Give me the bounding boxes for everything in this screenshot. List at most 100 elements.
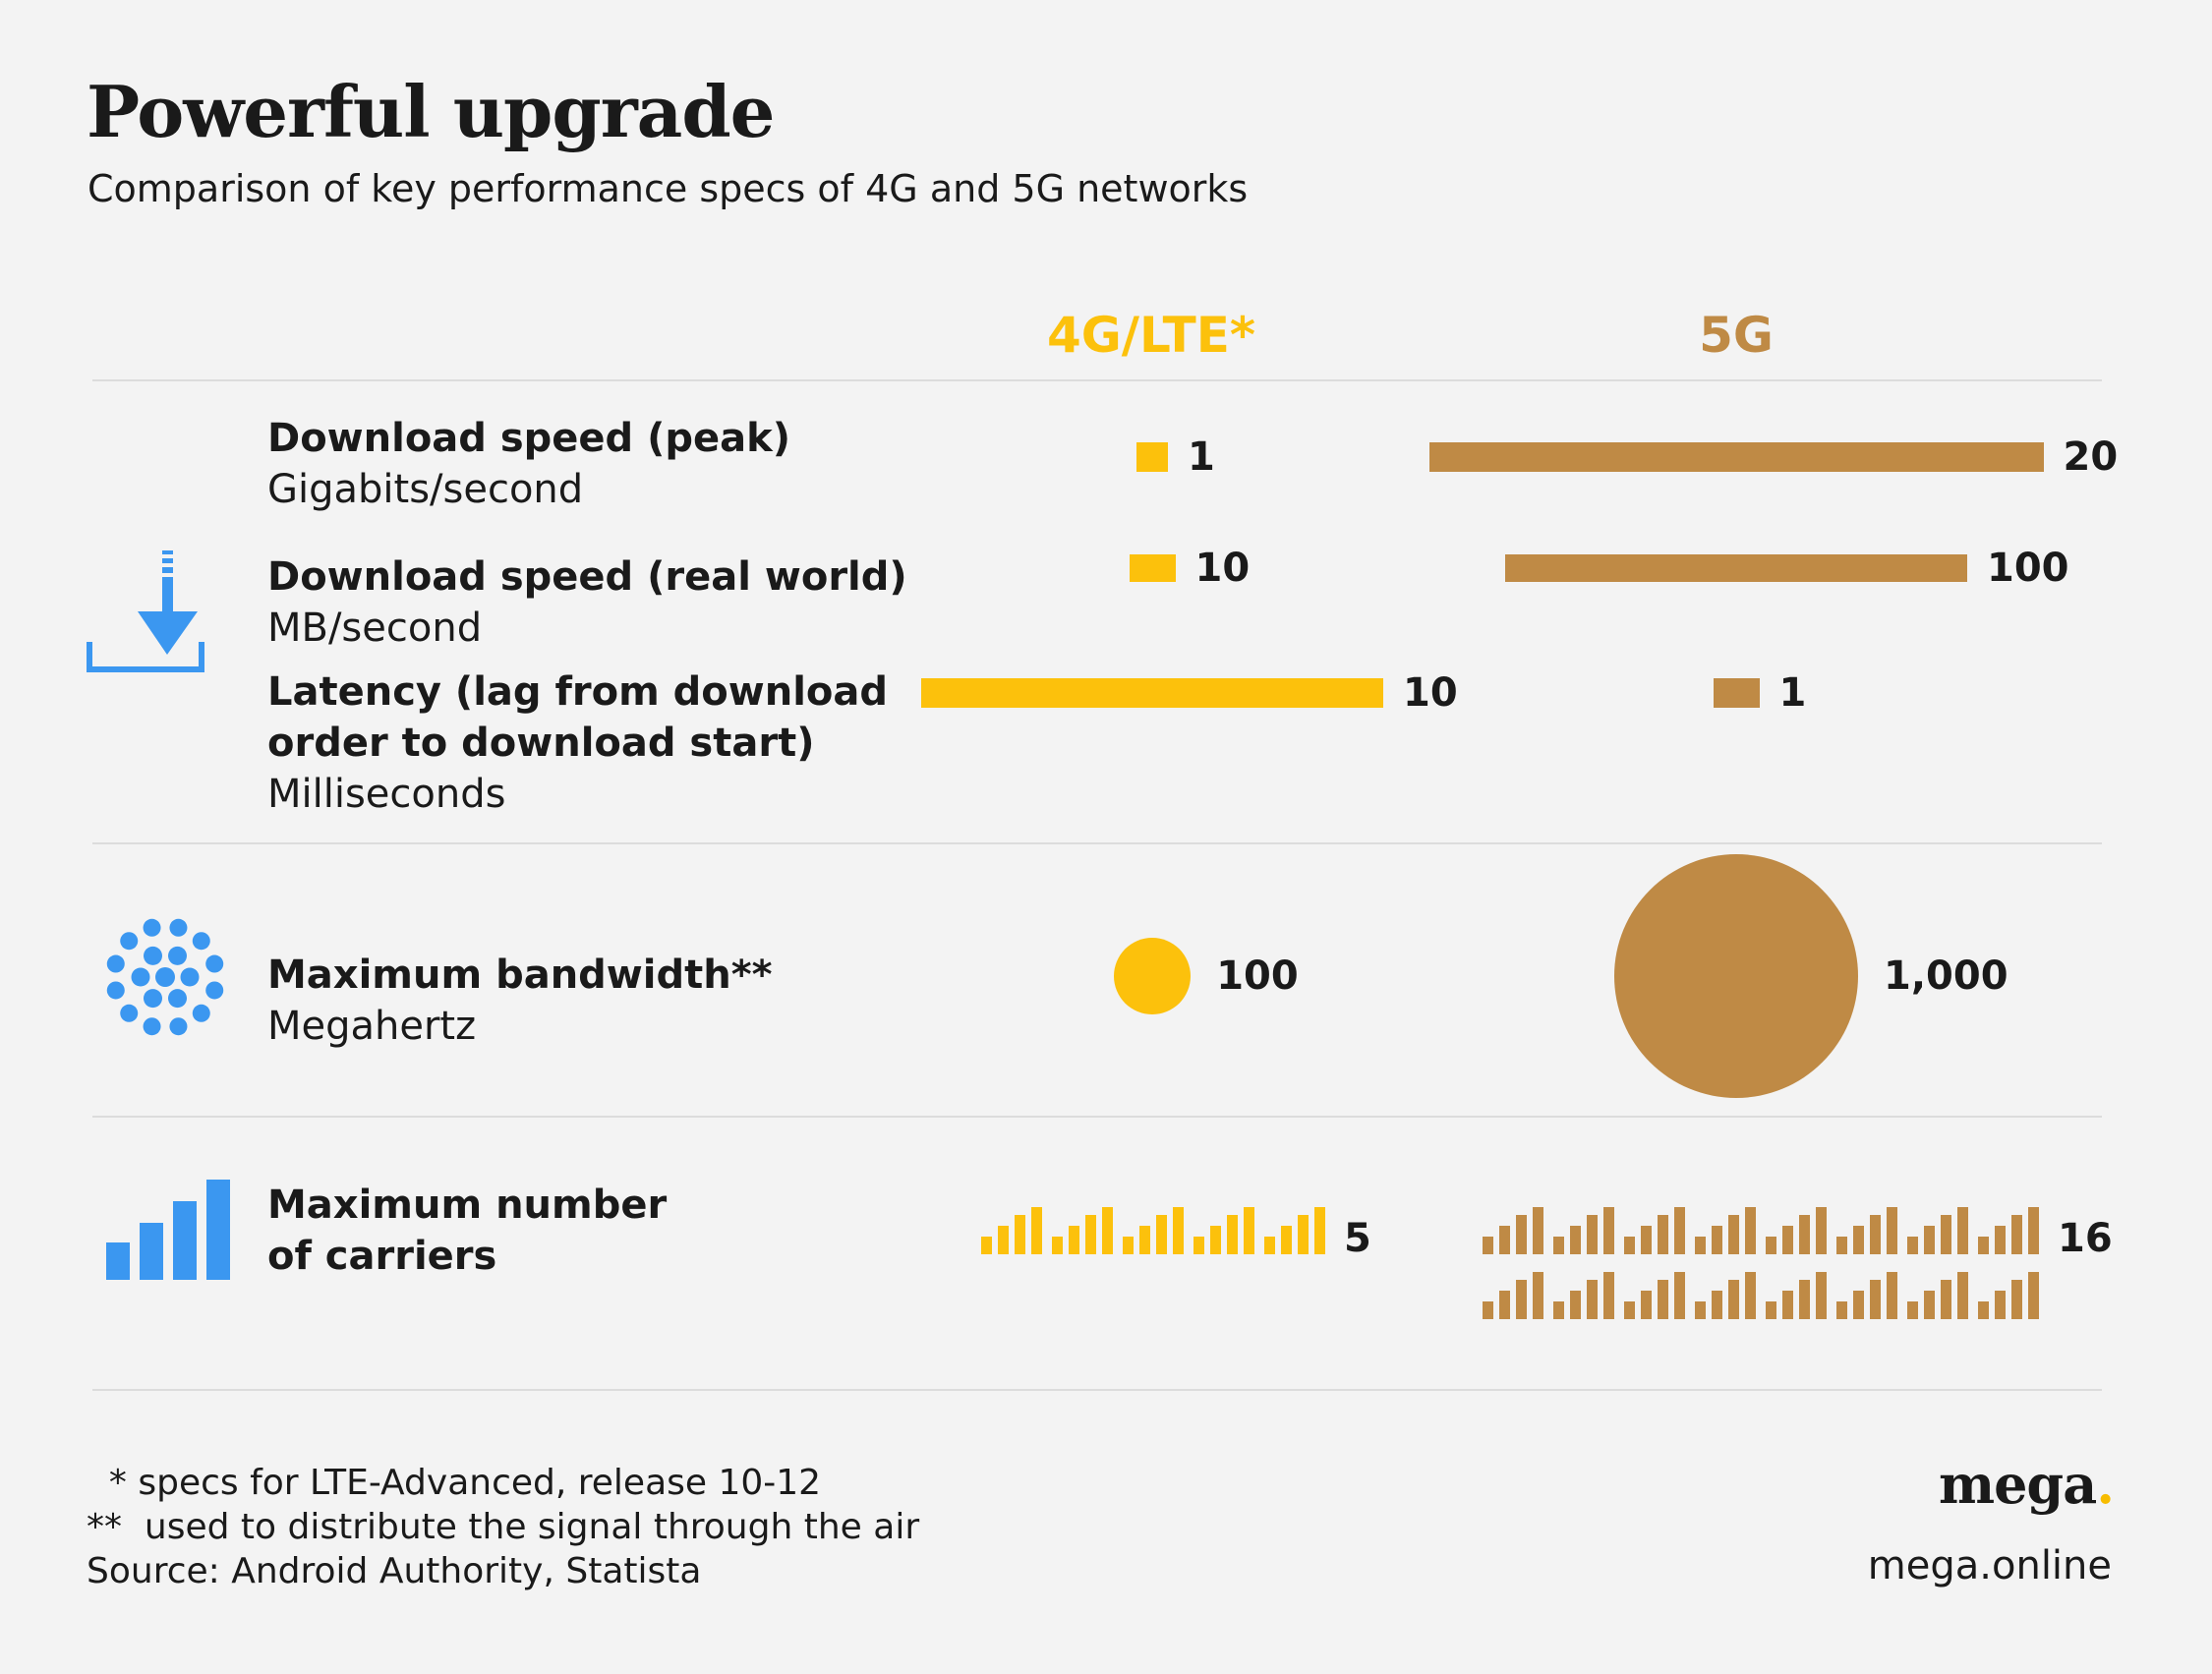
carrier-signal-bar	[1924, 1291, 1935, 1319]
carrier-signal-bar	[1887, 1207, 1897, 1254]
carrier-5g-8	[1978, 1207, 2040, 1254]
carrier-signal-bar	[1499, 1226, 1510, 1254]
carrier-signal-bar	[1123, 1237, 1134, 1254]
carrier-signal-bar	[1728, 1280, 1739, 1319]
carrier-signal-bar	[1281, 1226, 1292, 1254]
carrier-signal-bar	[1853, 1226, 1864, 1254]
circle-bandwidth-4g	[1113, 937, 1192, 1015]
carrier-4g-2	[1052, 1207, 1114, 1254]
label-download-peak: Download speed (peak) Gigabits/second	[267, 416, 791, 512]
signal-bars-icon	[106, 1180, 230, 1280]
carrier-signal-bar	[1156, 1215, 1167, 1254]
carrier-5g-16	[1978, 1272, 2040, 1319]
label-latency: Latency (lag from download order to down…	[267, 669, 889, 817]
carrier-signal-bar	[1766, 1301, 1776, 1319]
label-download-real: Download speed (real world) MB/second	[267, 554, 907, 651]
carrier-signal-bar	[1674, 1207, 1685, 1254]
carrier-signal-bar	[1745, 1207, 1756, 1254]
footnote-lte: * specs for LTE-Advanced, release 10-12	[87, 1463, 822, 1503]
dot	[155, 967, 175, 987]
carrier-5g-10	[1553, 1272, 1615, 1319]
divider-speed	[92, 842, 2102, 844]
carrier-signal-bar	[1941, 1215, 1951, 1254]
value-bandwidth-5g: 1,000	[1884, 953, 2008, 999]
carrier-signal-bar	[1173, 1207, 1184, 1254]
carrier-signal-bar	[1516, 1215, 1527, 1254]
column-header-5g: 5G	[1699, 307, 1774, 364]
carrier-signal-bar	[1907, 1301, 1918, 1319]
carrier-signal-bar	[1587, 1215, 1598, 1254]
carrier-signal-bar	[981, 1237, 992, 1254]
carrier-signal-bar	[1298, 1215, 1309, 1254]
dot	[106, 954, 125, 973]
carrier-signal-bar	[1816, 1272, 1827, 1319]
carrier-signal-bar	[1587, 1280, 1598, 1319]
dot	[192, 932, 210, 951]
carrier-signal-bar	[1553, 1237, 1564, 1254]
carrier-signal-bar	[1314, 1207, 1325, 1254]
carrier-signal-bar	[1695, 1237, 1706, 1254]
carrier-signal-bar	[1624, 1301, 1635, 1319]
dot	[205, 981, 224, 1000]
carrier-4g-3	[1123, 1207, 1185, 1254]
dot	[180, 967, 200, 987]
carrier-signal-bar	[1516, 1280, 1527, 1319]
dot	[120, 1004, 139, 1022]
value-download-real-4g: 10	[1194, 546, 1251, 591]
carrier-signal-bar	[1570, 1226, 1581, 1254]
value-download-peak-5g: 20	[2063, 434, 2119, 480]
carrier-signal-bar	[1745, 1272, 1756, 1319]
carrier-signal-bar	[1641, 1291, 1652, 1319]
carrier-signal-bar	[1193, 1237, 1204, 1254]
carrier-5g-1	[1483, 1207, 1544, 1254]
carrier-5g-12	[1695, 1272, 1757, 1319]
carrier-signal-bar	[1978, 1301, 1989, 1319]
carrier-signal-bar	[998, 1226, 1009, 1254]
carrier-signal-bar	[1799, 1215, 1810, 1254]
carrier-signal-bar	[1799, 1280, 1810, 1319]
carrier-signal-bar	[2011, 1280, 2022, 1319]
dot	[192, 1004, 210, 1022]
carrier-signal-bar	[2011, 1215, 2022, 1254]
carrier-signal-bar	[1483, 1301, 1493, 1319]
carrier-signal-bar	[1102, 1207, 1113, 1254]
carrier-signal-bar	[1533, 1207, 1543, 1254]
carrier-signal-bar	[1712, 1291, 1722, 1319]
bar-download-real-4g	[1129, 554, 1176, 582]
dot	[169, 918, 188, 937]
carrier-signal-bar	[1641, 1226, 1652, 1254]
carrier-signal-bar	[1031, 1207, 1042, 1254]
carrier-5g-4	[1695, 1207, 1757, 1254]
carrier-signal-bar	[1695, 1301, 1706, 1319]
carrier-5g-15	[1907, 1272, 1969, 1319]
carrier-5g-13	[1766, 1272, 1828, 1319]
dot	[205, 954, 224, 973]
dot	[144, 946, 162, 965]
value-download-real-5g: 100	[1987, 546, 2069, 591]
carrier-signal-bar	[1244, 1207, 1254, 1254]
brand-logo: mega.	[1938, 1453, 2115, 1516]
carrier-signal-bar	[1069, 1226, 1079, 1254]
bandwidth-dots-icon	[106, 918, 224, 1036]
chart-title: Powerful upgrade	[87, 70, 775, 153]
carrier-signal-bar	[1995, 1226, 2006, 1254]
carrier-signal-bar	[1674, 1272, 1685, 1319]
carrier-signal-bar	[1210, 1226, 1221, 1254]
carrier-4g-5	[1264, 1207, 1326, 1254]
carrier-signal-bar	[1957, 1272, 1968, 1319]
carrier-5g-9	[1483, 1272, 1544, 1319]
value-download-peak-4g: 1	[1188, 434, 1215, 480]
carrier-signal-bar	[1483, 1237, 1493, 1254]
carrier-signal-bar	[1870, 1280, 1881, 1319]
carrier-signal-bar	[1941, 1280, 1951, 1319]
carrier-signal-bar	[1499, 1291, 1510, 1319]
dot	[143, 918, 161, 937]
footnote-bandwidth: ** used to distribute the signal through…	[87, 1507, 920, 1547]
bar-latency-5g	[1713, 678, 1760, 708]
bar-download-peak-5g	[1428, 442, 2044, 472]
carrier-5g-2	[1553, 1207, 1615, 1254]
carrier-signal-bar	[1924, 1226, 1935, 1254]
carrier-5g-6	[1836, 1207, 1898, 1254]
value-carriers-4g: 5	[1344, 1216, 1371, 1261]
carrier-signal-bar	[2028, 1207, 2039, 1254]
